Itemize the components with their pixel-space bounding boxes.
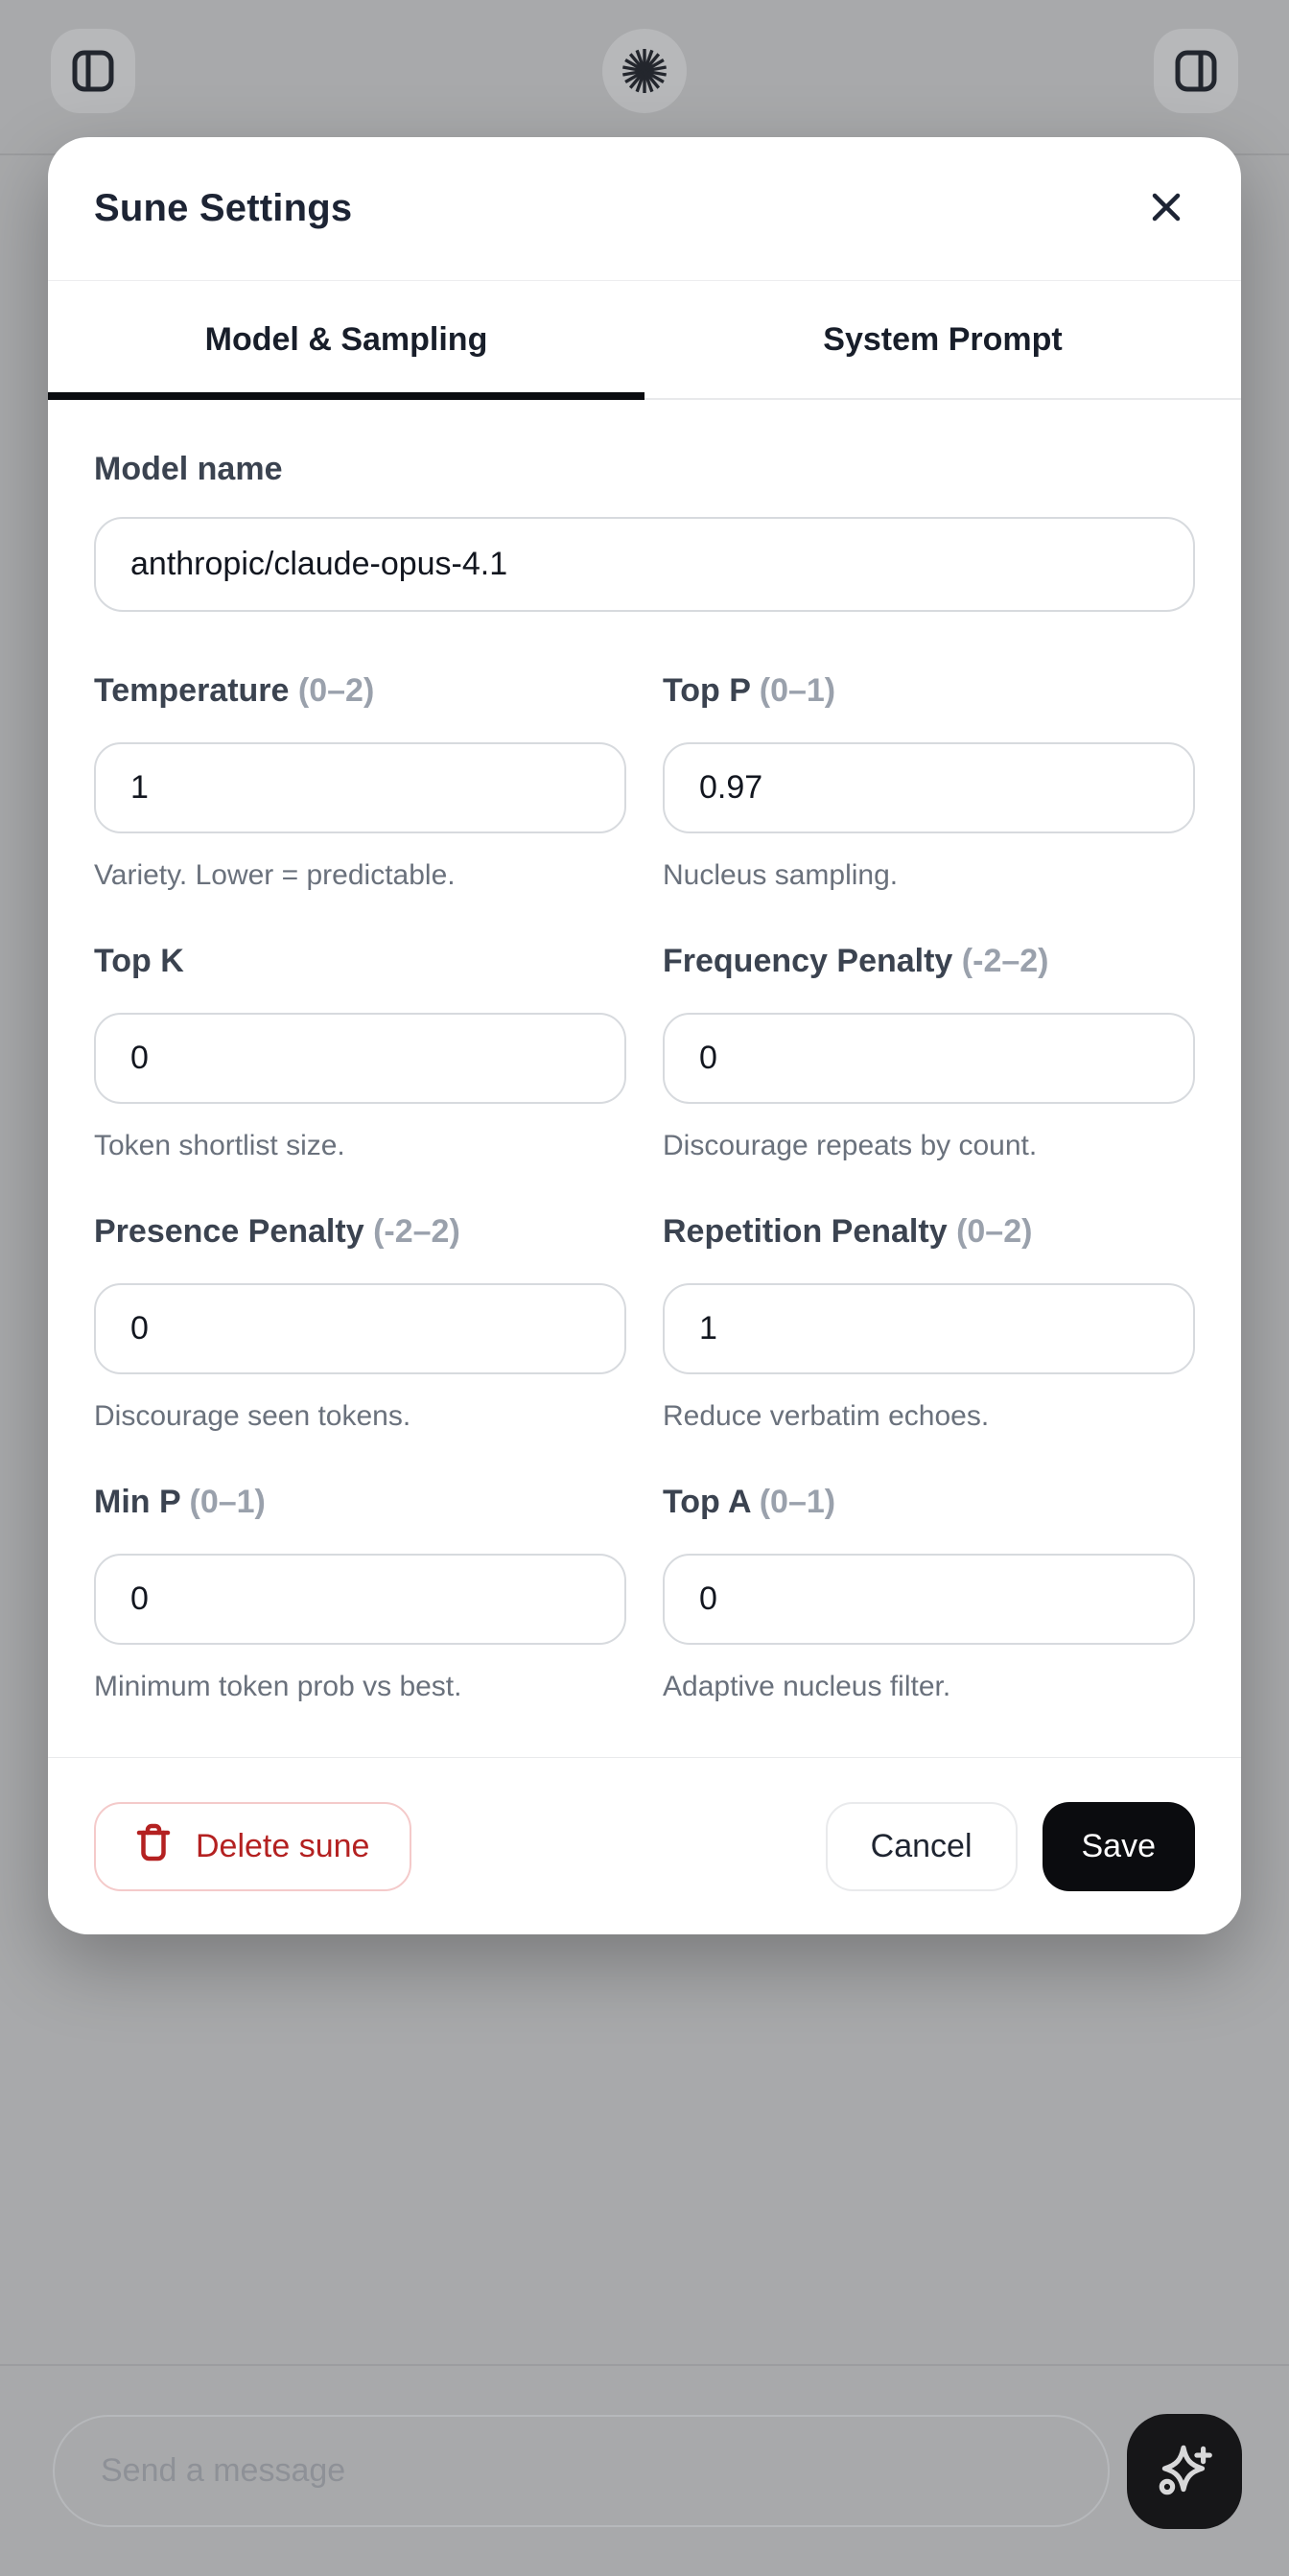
footer-divider [48,1757,1241,1758]
param-hint: Nucleus sampling. [663,859,899,891]
param-label: Top A (0–1) [663,1484,836,1520]
footer-actions: Cancel Save [825,1801,1195,1891]
param-label: Top P (0–1) [663,672,836,709]
param-hint: Variety. Lower = predictable. [94,859,456,891]
message-input[interactable] [53,2415,1110,2527]
dialog-content: Model name Temperature (0–2) Variety. Lo… [48,400,1241,1751]
param-hint: Token shortlist size. [94,1130,345,1161]
frequency-penalty-input[interactable] [663,1013,1195,1104]
param-temperature: Temperature (0–2) Variety. Lower = predi… [94,669,626,893]
param-top-p: Top P (0–1) Nucleus sampling. [663,669,1195,893]
param-presence-penalty: Presence Penalty (-2–2) Discourage seen … [94,1210,626,1434]
send-button[interactable] [1127,2414,1242,2529]
dialog-footer: Delete sune Cancel Save [48,1758,1241,1934]
param-label: Min P (0–1) [94,1484,266,1520]
tab-label: Model & Sampling [204,320,488,358]
delete-sune-label: Delete sune [196,1827,370,1864]
top-k-input[interactable] [94,1013,626,1104]
param-hint: Minimum token prob vs best. [94,1671,462,1702]
sparkle-icon [1153,2439,1216,2505]
param-hint: Adaptive nucleus filter. [663,1671,951,1702]
param-label: Repetition Penalty (0–2) [663,1213,1033,1250]
right-panel-toggle-button[interactable] [1154,29,1238,113]
temperature-input[interactable] [94,742,626,833]
param-min-p: Min P (0–1) Minimum token prob vs best. [94,1481,626,1704]
close-icon [1145,186,1187,231]
sidebar-toggle-button[interactable] [51,29,135,113]
trash-icon [136,1823,171,1870]
presence-penalty-input[interactable] [94,1283,626,1374]
model-name-label: Model name [94,451,283,487]
param-label: Presence Penalty (-2–2) [94,1213,460,1250]
dialog-title: Sune Settings [94,187,353,229]
tab-label: System Prompt [823,320,1063,358]
save-button[interactable]: Save [1042,1801,1195,1891]
panel-right-icon [1173,48,1219,94]
param-repetition-penalty: Repetition Penalty (0–2) Reduce verbatim… [663,1210,1195,1434]
param-label: Top K [94,943,184,979]
repetition-penalty-input[interactable] [663,1283,1195,1374]
close-button[interactable] [1137,178,1195,239]
param-hint: Discourage seen tokens. [94,1400,411,1432]
sune-settings-dialog: Sune Settings Model & Sampling System Pr… [48,137,1241,1934]
param-label: Temperature (0–2) [94,672,375,709]
top-p-input[interactable] [663,742,1195,833]
top-a-input[interactable] [663,1554,1195,1645]
starburst-icon [620,46,669,96]
delete-sune-button[interactable]: Delete sune [94,1801,412,1891]
param-top-a: Top A (0–1) Adaptive nucleus filter. [663,1481,1195,1704]
dialog-header: Sune Settings [48,137,1241,281]
param-hint: Reduce verbatim echoes. [663,1400,990,1432]
param-label: Frequency Penalty (-2–2) [663,943,1049,979]
min-p-input[interactable] [94,1554,626,1645]
composer-top-border [0,2364,1289,2366]
param-frequency-penalty: Frequency Penalty (-2–2) Discourage repe… [663,940,1195,1163]
dialog-tabbar: Model & Sampling System Prompt [48,281,1241,400]
tab-system-prompt[interactable]: System Prompt [644,281,1241,398]
tab-model-sampling[interactable]: Model & Sampling [48,281,644,400]
param-top-k: Top K Token shortlist size. [94,940,626,1163]
model-name-input[interactable] [94,517,1195,612]
app-logo-button[interactable] [602,29,687,113]
cancel-button[interactable]: Cancel [825,1801,1018,1891]
panel-left-icon [70,48,116,94]
param-grid: Temperature (0–2) Variety. Lower = predi… [94,669,1195,1751]
param-hint: Discourage repeats by count. [663,1130,1038,1161]
